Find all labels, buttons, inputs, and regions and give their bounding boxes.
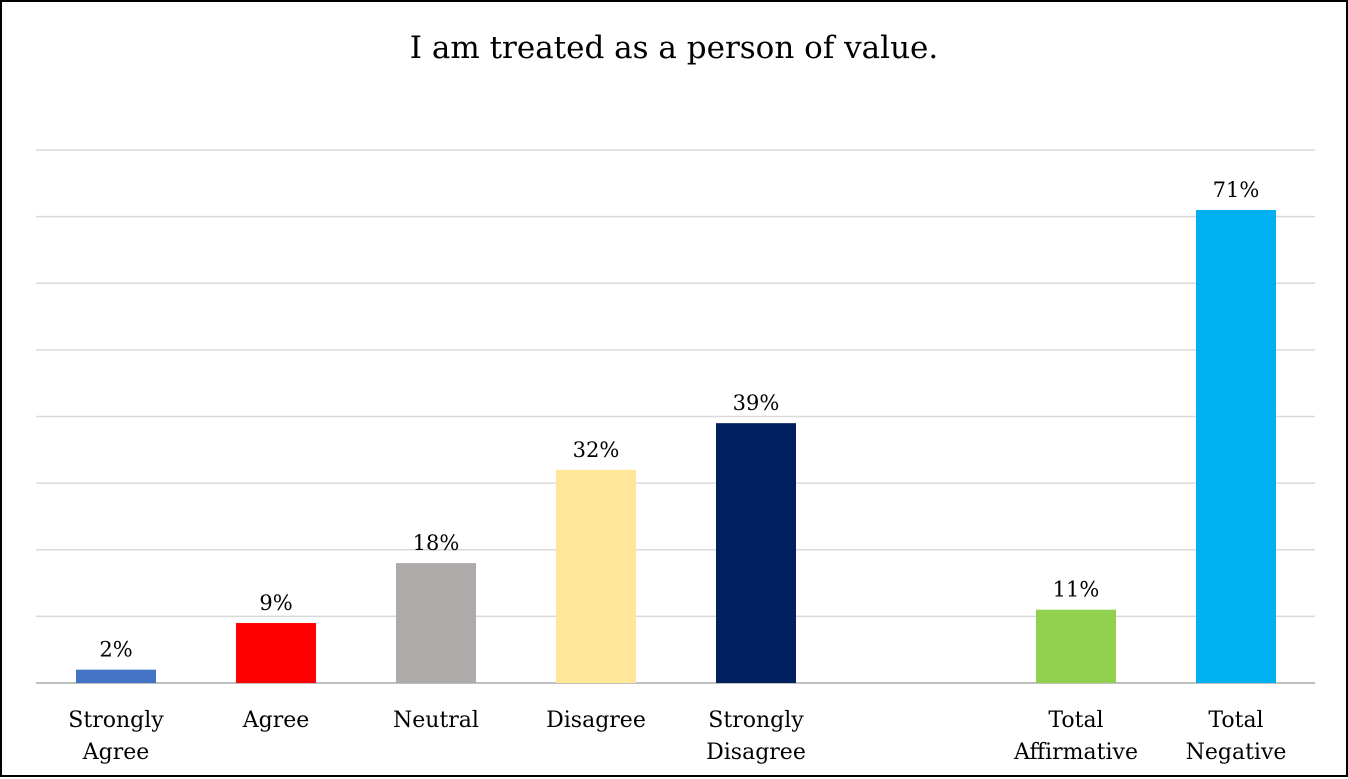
- tick-label: Disagree: [546, 708, 646, 733]
- data-label: 32%: [573, 438, 620, 462]
- bar: [1036, 609, 1116, 683]
- tick-label: Total: [1208, 708, 1263, 733]
- bar: [396, 563, 476, 683]
- bar: [716, 423, 796, 683]
- data-label: 71%: [1213, 178, 1260, 202]
- tick-label: Agree: [242, 708, 310, 733]
- data-label: 9%: [259, 591, 292, 615]
- tick-label: Neutral: [393, 708, 479, 733]
- tick-label: Negative: [1186, 740, 1287, 765]
- bar: [556, 469, 636, 683]
- tick-label: Disagree: [706, 740, 806, 765]
- bar: [236, 623, 316, 683]
- data-label: 11%: [1053, 578, 1100, 602]
- data-label: 39%: [733, 391, 780, 415]
- tick-label: Total: [1048, 708, 1103, 733]
- tick-label: Agree: [82, 740, 150, 765]
- tick-label: Strongly: [68, 708, 164, 733]
- tick-label: Strongly: [708, 708, 804, 733]
- data-label: 2%: [99, 638, 132, 662]
- bar: [76, 669, 156, 683]
- bar: [1196, 209, 1276, 683]
- chart-title: I am treated as a person of value.: [409, 30, 939, 66]
- tick-label: Affirmative: [1013, 740, 1138, 765]
- data-label: 18%: [413, 531, 460, 555]
